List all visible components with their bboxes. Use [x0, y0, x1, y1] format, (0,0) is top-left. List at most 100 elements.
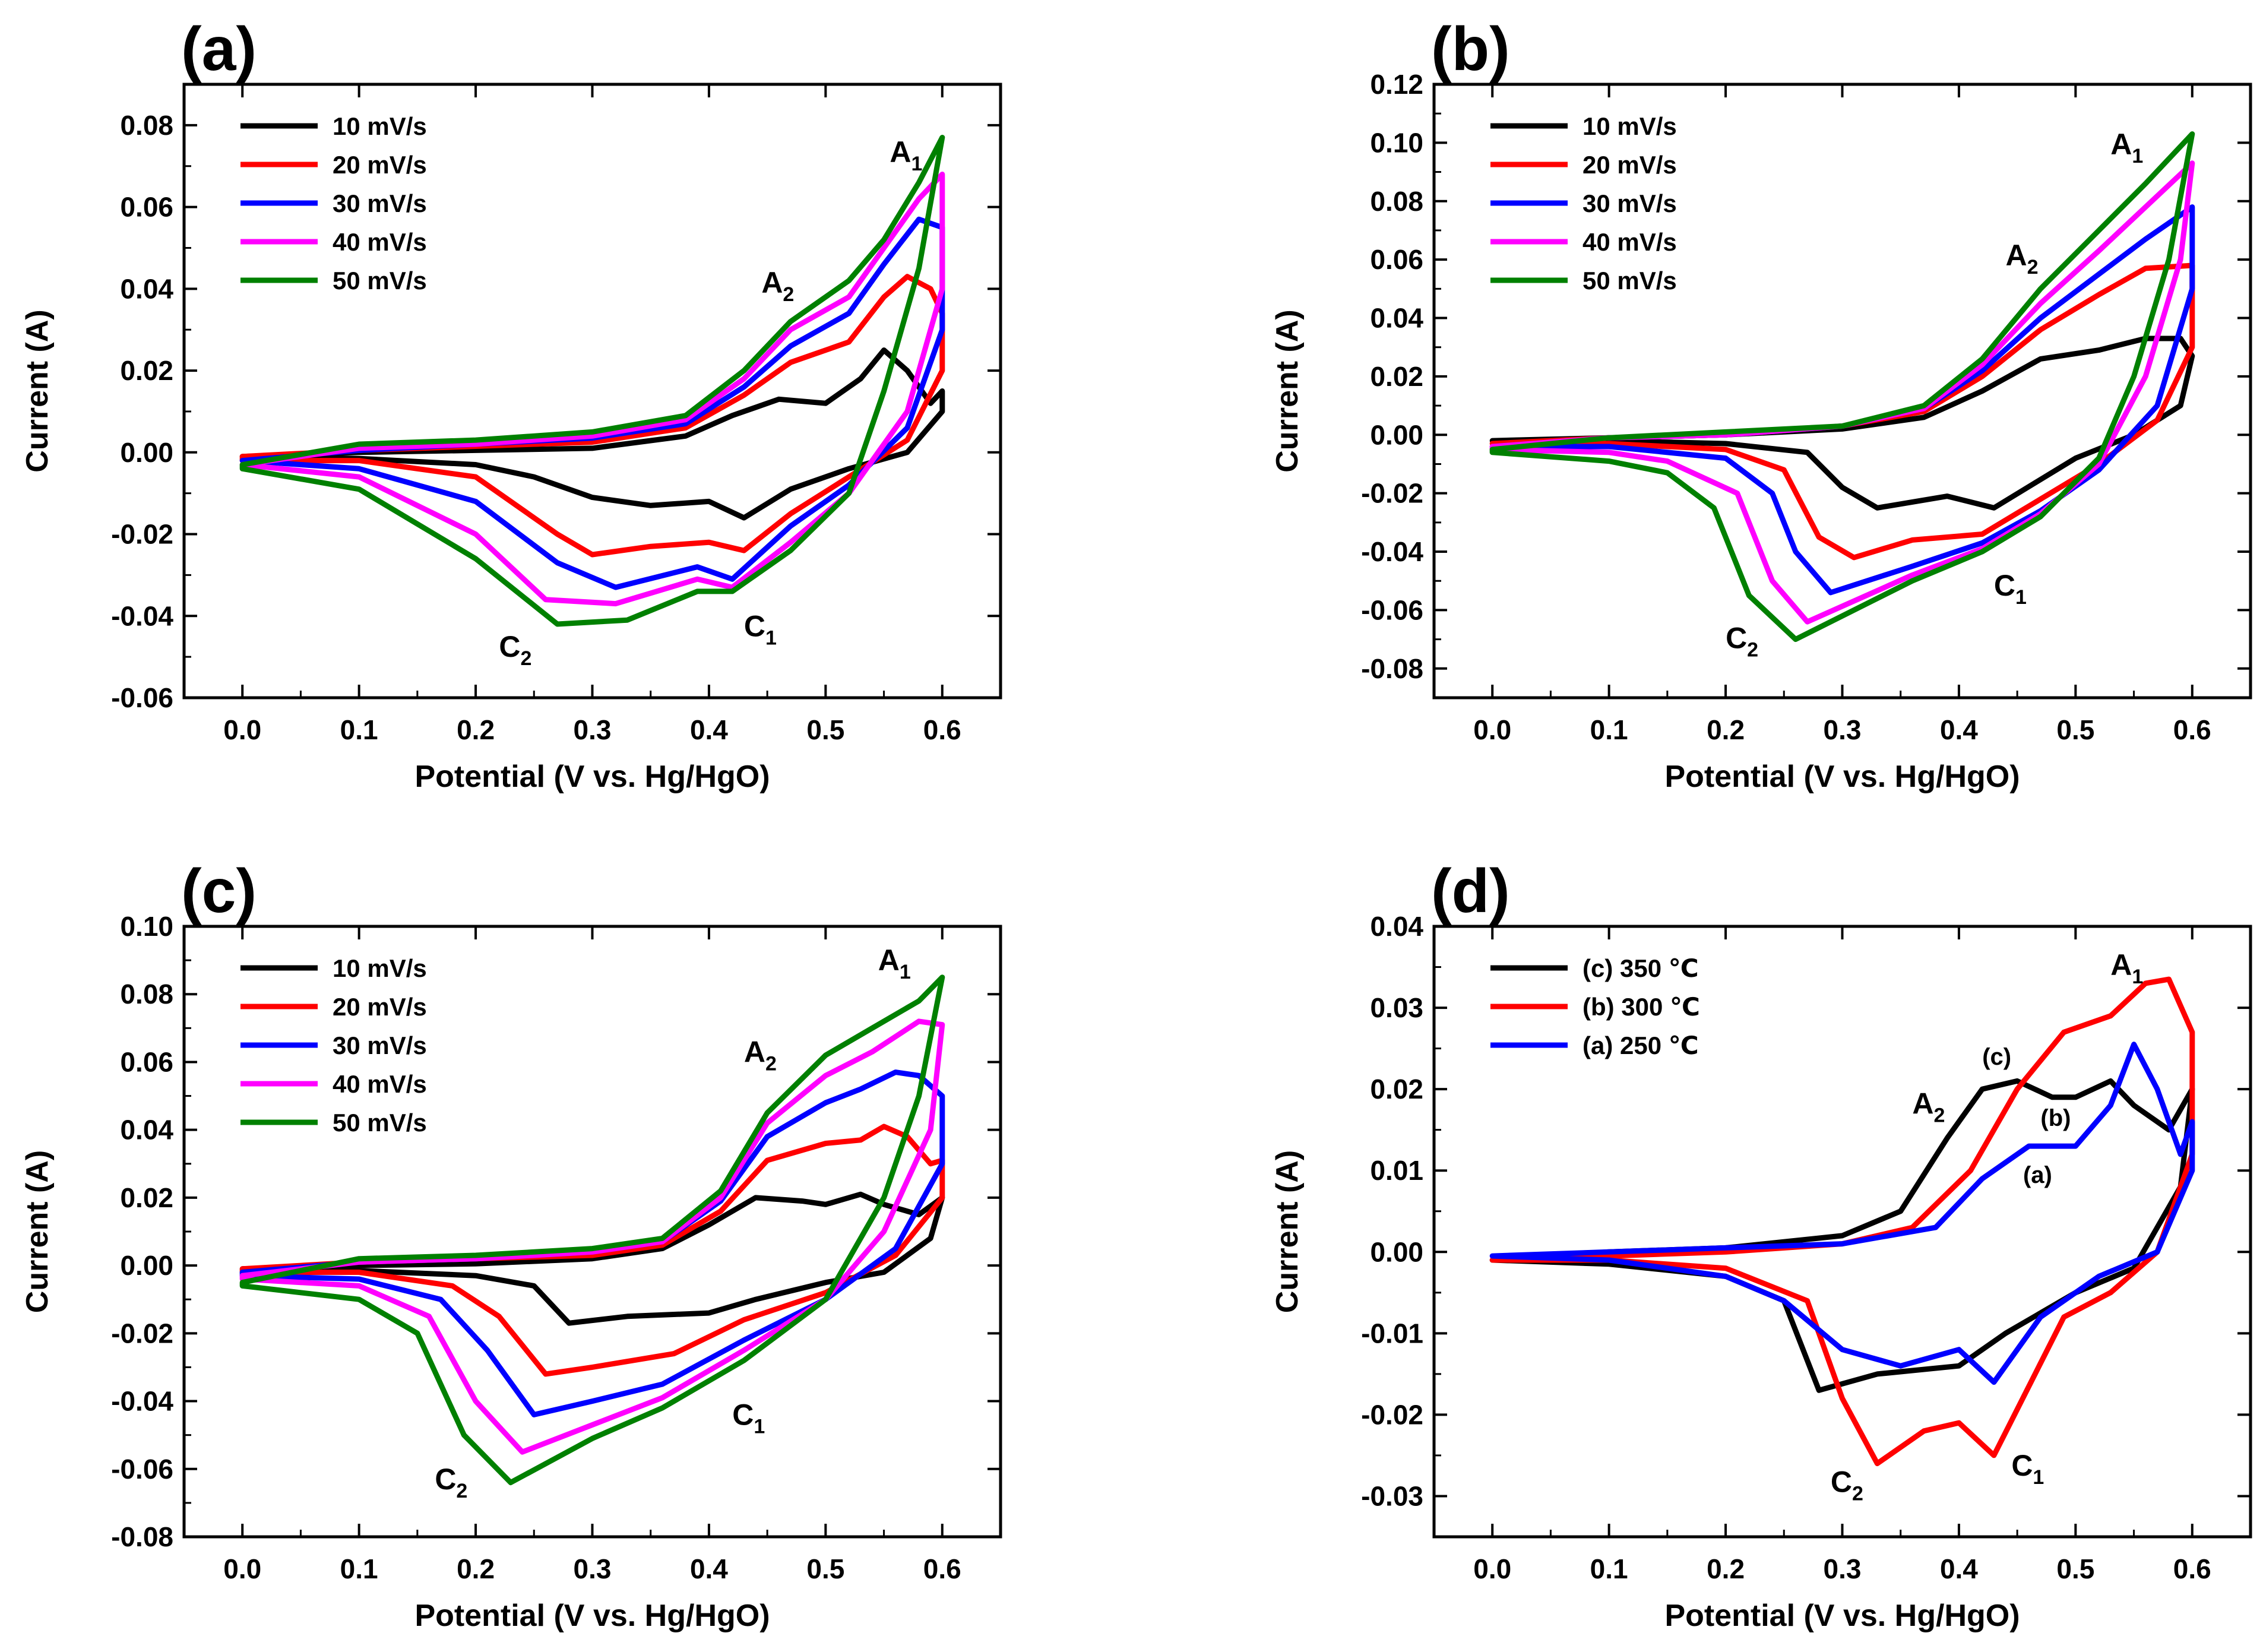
x-tick-label: 0.0: [1473, 714, 1511, 745]
peak-annotation: C2: [499, 630, 531, 670]
chart-panel-3: (c) 0.0 0.1 0.2 0.3 0.4 0.5 0.6 -0.08 -0.06 -0.04 -…: [20, 857, 1002, 1633]
y-tick-label: 0.01: [1370, 1155, 1423, 1186]
y-tick-label: -0.06: [1361, 594, 1423, 625]
y-tick-label: -0.06: [111, 682, 173, 713]
legend-label: 30 mV/s: [333, 189, 427, 217]
x-tick-label: 0.2: [1707, 714, 1745, 745]
x-tick-label: 0.6: [923, 714, 961, 745]
y-tick-label: -0.03: [1361, 1480, 1423, 1511]
legend-label: 10 mV/s: [333, 954, 427, 982]
series-line--a-250-: [1489, 1042, 2195, 1385]
peak-annotation-main: C: [1726, 621, 1747, 654]
y-tick-label: 0.00: [1370, 419, 1423, 450]
x-tick-label: 0.4: [690, 1553, 728, 1584]
x-axis-title: Potential (V vs. Hg/HgO): [1664, 1599, 2020, 1633]
x-tick-label: 0.3: [1824, 714, 1862, 745]
y-axis-title: Current (A): [1270, 1150, 1305, 1313]
peak-annotation: A2: [2006, 239, 2039, 279]
legend: 10 mV/s 20 mV/s 30 mV/s 40 mV/s 50 mV/s: [1490, 112, 1677, 295]
y-tick-label: 0.00: [120, 437, 173, 468]
peak-annotation-subscript: 2: [765, 1052, 777, 1075]
legend: (c) 350 ℃ (b) 300 ℃ (a) 250 ℃: [1490, 954, 1700, 1059]
legend-label: (b) 300 ℃: [1582, 993, 1700, 1021]
peak-annotation-subscript: 1: [765, 627, 777, 650]
panel-label: (a): [181, 15, 257, 84]
peak-annotation: C1: [1994, 569, 2027, 609]
peak-annotation-main: C: [744, 610, 765, 643]
y-tick-label: 0.00: [1370, 1236, 1423, 1267]
y-tick-label: -0.04: [111, 1386, 173, 1417]
legend-label: 20 mV/s: [333, 993, 427, 1021]
peak-annotation-subscript: 1: [2015, 586, 2027, 609]
series-line-20-mv-s: [239, 274, 945, 558]
x-tick-label: 0.2: [457, 1553, 495, 1584]
y-tick-label: -0.04: [1361, 536, 1423, 567]
chart-panel-4: (d) 0.0 0.1 0.2 0.3 0.4 0.5 0.6 -0.03 -0.02 -0.01 0…: [1270, 857, 2252, 1633]
legend-label: 40 mV/s: [333, 1070, 427, 1098]
peak-annotation-main: A: [1912, 1087, 1933, 1120]
series-line-40-mv-s: [239, 172, 945, 607]
y-tick-label: 0.06: [1370, 244, 1423, 275]
peak-annotation-main: A: [2110, 128, 2132, 161]
x-tick-label: 0.3: [574, 714, 612, 745]
peak-annotation-subscript: 2: [520, 647, 531, 670]
legend-label: 40 mV/s: [1582, 228, 1677, 256]
y-axis-title: Current (A): [20, 1150, 55, 1313]
y-tick-label: 0.04: [1370, 911, 1423, 942]
y-tick-label: 0.08: [120, 979, 173, 1009]
legend: 10 mV/s 20 mV/s 30 mV/s 40 mV/s 50 mV/s: [240, 112, 427, 295]
panel-label: (b): [1431, 15, 1510, 84]
peak-annotation: C1: [732, 1398, 765, 1438]
y-tick-label: -0.02: [1361, 1399, 1423, 1430]
peak-annotation-main: C: [435, 1463, 456, 1496]
panel-label: (d): [1431, 857, 1510, 926]
chart-panel-2: (b) 0.0 0.1 0.2 0.3 0.4 0.5 0.6 -0.08 -0.06 -0.04 -…: [1270, 15, 2252, 794]
peak-annotation: C2: [435, 1463, 467, 1502]
peak-annotation-subscript: 2: [1852, 1483, 1863, 1505]
x-tick-label: 0.5: [2056, 714, 2094, 745]
y-tick-label: 0.06: [120, 192, 173, 223]
peak-annotation-main: (b): [2040, 1105, 2071, 1131]
y-tick-label: 0.10: [120, 911, 173, 942]
y-tick-label: -0.06: [111, 1454, 173, 1485]
series-line--c-350-: [1489, 1078, 2195, 1393]
y-tick-label: 0.02: [1370, 361, 1423, 392]
y-tick-label: -0.02: [1361, 478, 1423, 509]
y-tick-label: 0.12: [1370, 69, 1423, 100]
peak-annotation-main: C: [1831, 1466, 1852, 1499]
series-group: [239, 135, 945, 627]
legend-label: 50 mV/s: [333, 1109, 427, 1137]
peak-annotation: A1: [878, 944, 911, 983]
panel-label: (c): [181, 857, 257, 926]
legend-label: 10 mV/s: [1582, 112, 1677, 140]
x-tick-label: 0.5: [806, 714, 844, 745]
peak-annotation-main: C: [499, 630, 520, 663]
y-tick-label: 0.02: [1370, 1074, 1423, 1105]
series-group: [1489, 976, 2195, 1467]
y-tick-label: -0.01: [1361, 1318, 1423, 1349]
x-tick-label: 0.6: [2173, 1553, 2211, 1584]
peak-annotation-main: A: [744, 1035, 765, 1068]
peak-annotation: C2: [1831, 1466, 1863, 1505]
legend: 10 mV/s 20 mV/s 30 mV/s 40 mV/s 50 mV/s: [240, 954, 427, 1137]
peak-annotation-subscript: 2: [1933, 1104, 1945, 1126]
peak-annotation-subscript: 2: [1747, 638, 1758, 661]
x-tick-label: 0.2: [1707, 1553, 1745, 1584]
y-tick-label: 0.02: [120, 355, 173, 386]
peak-annotation: A2: [1912, 1087, 1945, 1126]
peak-annotation-main: C: [732, 1398, 754, 1432]
series-line-10-mv-s: [239, 347, 945, 521]
y-tick-label: -0.08: [111, 1521, 173, 1552]
series-line-50-mv-s: [239, 974, 945, 1486]
series-line-50-mv-s: [1489, 131, 2195, 643]
legend-label: 10 mV/s: [333, 112, 427, 140]
peak-annotation-main: A: [761, 266, 783, 299]
peak-annotation-main: C: [1994, 569, 2015, 602]
peak-annotation-main: C: [2011, 1449, 2033, 1482]
series-group: [239, 974, 945, 1486]
y-tick-label: 0.08: [1370, 186, 1423, 217]
peak-annotation-main: A: [2006, 239, 2027, 272]
peak-annotation: (a): [2023, 1162, 2052, 1188]
y-tick-label: 0.03: [1370, 992, 1423, 1023]
x-tick-label: 0.2: [457, 714, 495, 745]
